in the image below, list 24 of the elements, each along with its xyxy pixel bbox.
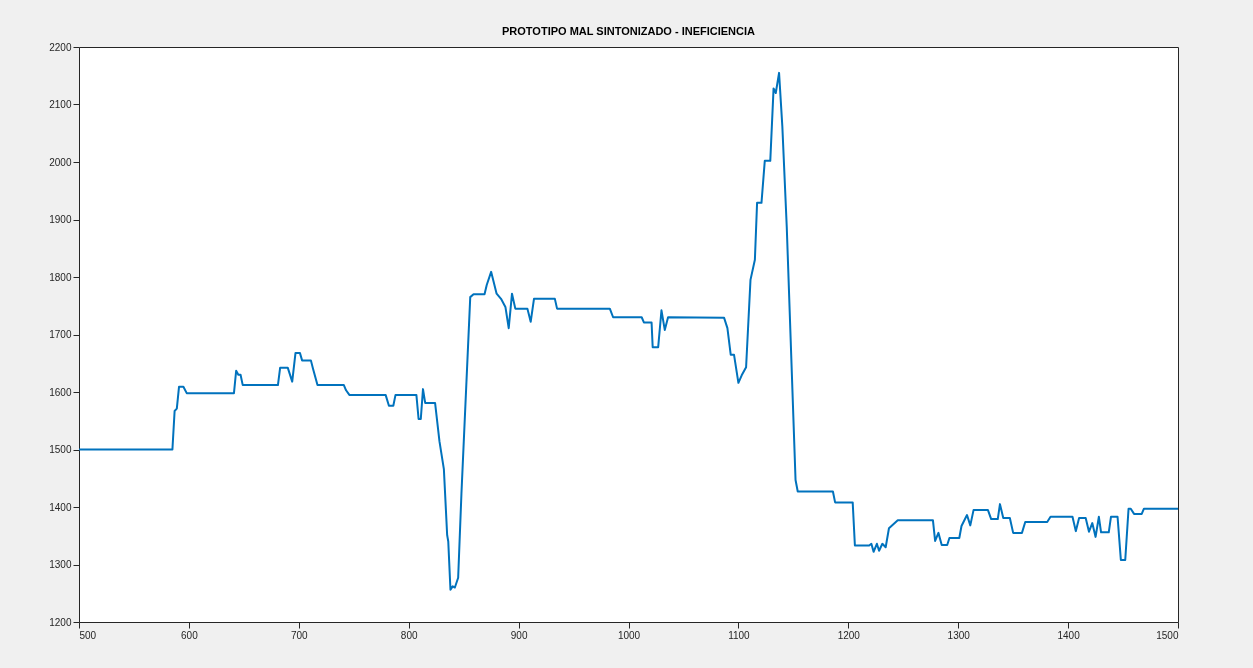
y-tick-label: 1200: [49, 616, 72, 628]
x-tick-label: 1300: [947, 629, 971, 641]
y-tick-label: 1900: [49, 214, 72, 225]
y-tick-label: 1800: [49, 271, 72, 283]
x-tick-label: 900: [510, 629, 528, 641]
x-tick-label: 1000: [617, 629, 641, 641]
x-tick-label: 800: [400, 629, 418, 641]
y-tick-label: 1400: [49, 501, 72, 513]
line-series: [79, 71, 1178, 591]
x-tick-label: 700: [290, 629, 309, 641]
x-tick-label: 1200: [837, 629, 861, 641]
y-tick-label: 2200: [49, 41, 72, 53]
x-tick-label: 1100: [728, 629, 751, 641]
y-tick-label: 1300: [49, 559, 72, 570]
x-tick-label: 1400: [1057, 629, 1081, 641]
y-tick-label: 1500: [49, 444, 72, 455]
x-tick-label: 1500: [1156, 629, 1179, 641]
y-tick-label: 1700: [49, 329, 72, 340]
x-tick-label: 500: [79, 629, 97, 641]
y-tick-label: 2100: [49, 99, 72, 110]
x-tick-label: 600: [181, 629, 199, 641]
y-tick-label: 2000: [49, 156, 72, 168]
chart-title: PROTOTIPO MAL SINTONIZADO - INEFICIENCIA: [501, 25, 756, 37]
y-tick-label: 1600: [49, 386, 72, 398]
